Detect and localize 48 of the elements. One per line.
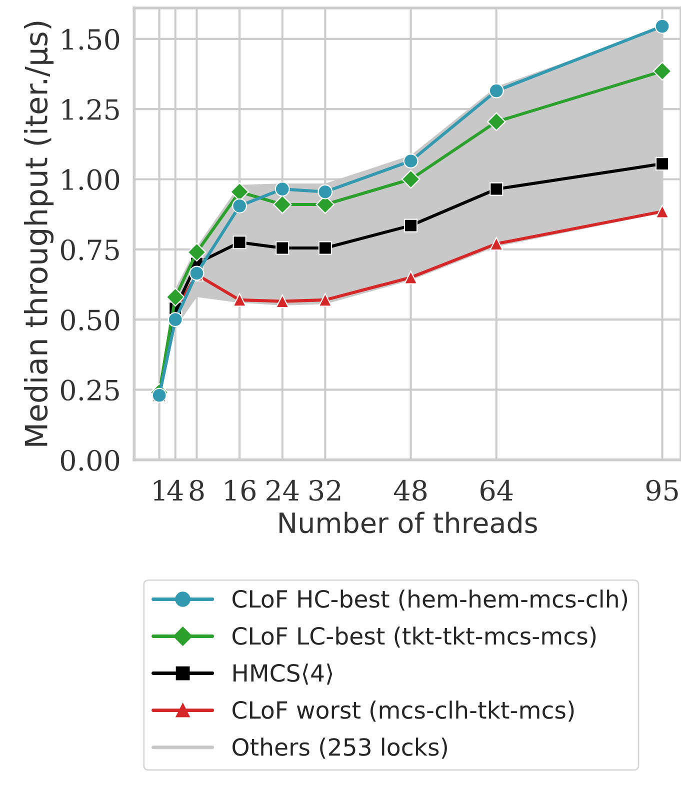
x-tick-label: 1	[154, 480, 164, 500]
point	[276, 241, 290, 255]
legend-label: CLoF LC-best (tkt-tkt-mcs-mcs)	[232, 626, 596, 648]
x-tick-label: 95	[646, 480, 678, 501]
point	[490, 182, 504, 196]
point	[404, 218, 418, 232]
x-tick-label: 24	[266, 480, 299, 500]
point	[232, 236, 246, 250]
point	[318, 293, 332, 307]
x-tick-label: 64	[480, 480, 513, 501]
point	[318, 241, 332, 255]
y-tick-label: 1.00	[62, 169, 120, 190]
legend-label: CLoF HC-best (hem-hem-mcs-clh)	[232, 590, 628, 611]
point	[168, 312, 183, 328]
y-tick-label: 0.25	[60, 380, 119, 401]
y-tick-label: 0.00	[60, 450, 120, 471]
y-tick-label: 0.50	[60, 310, 120, 331]
legend-label: HMCS⟨4⟩	[234, 664, 332, 685]
y-tick-label: 1.25	[62, 99, 119, 120]
x-tick-label: 32	[310, 480, 340, 501]
point	[232, 293, 246, 307]
point	[404, 270, 418, 284]
point	[276, 294, 290, 308]
y-tick-label: 0.75	[60, 239, 119, 260]
y-tick-label: 1.50	[62, 28, 120, 50]
legend-label: CLoF worst (mcs-clh-tkt-mcs)	[232, 700, 574, 722]
point	[273, 195, 292, 214]
x-axis-title: Number of threads	[280, 512, 537, 534]
y-axis-title: Median throughput (iter./µs)	[24, 22, 54, 446]
point	[166, 288, 185, 306]
point	[187, 242, 206, 262]
point	[401, 170, 420, 189]
legend-label: Others (253 locks)	[232, 738, 447, 759]
point	[318, 184, 333, 200]
point	[274, 182, 290, 197]
x-tick-label: 4	[167, 480, 183, 500]
x-tick-label: 16	[225, 480, 256, 501]
x-tick-label: 48	[394, 480, 427, 501]
point	[652, 62, 672, 81]
x-tick-label: 8	[190, 480, 204, 501]
point	[656, 204, 670, 218]
point	[490, 237, 504, 251]
point	[232, 198, 248, 214]
point	[654, 18, 670, 34]
point	[656, 157, 670, 171]
point	[487, 112, 506, 132]
point	[488, 83, 504, 98]
point	[403, 154, 418, 168]
